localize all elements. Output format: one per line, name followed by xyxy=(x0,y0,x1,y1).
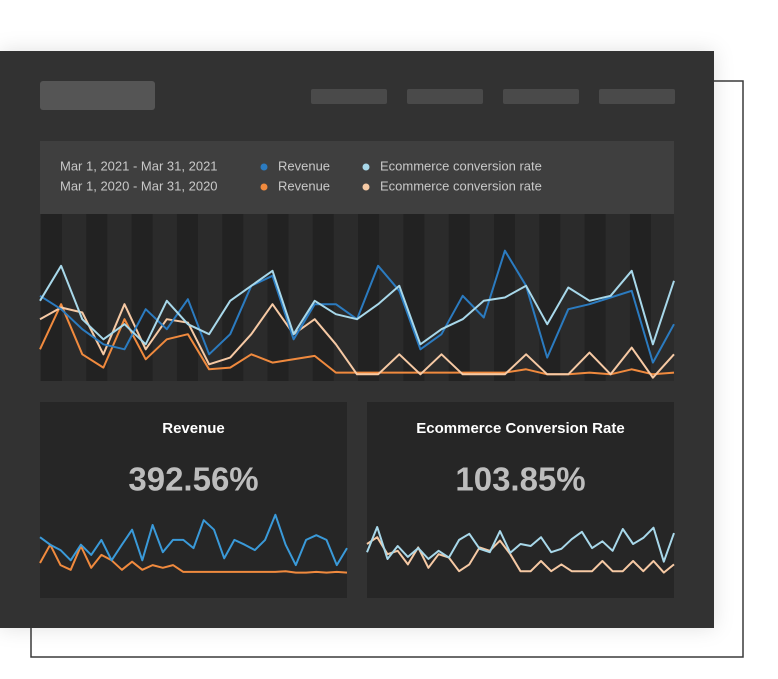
logo-placeholder xyxy=(40,81,155,110)
legend-swatch xyxy=(362,163,370,171)
series-line xyxy=(39,543,348,574)
series-line xyxy=(39,264,675,346)
nav-item[interactable] xyxy=(407,89,483,104)
chart-column xyxy=(312,214,334,381)
series-line xyxy=(39,303,675,379)
legend-label: Ecommerce conversion rate xyxy=(380,178,542,193)
nav-item[interactable] xyxy=(599,89,675,104)
legend-swatch xyxy=(362,183,370,191)
series-line xyxy=(366,526,675,563)
legend-label: Revenue xyxy=(278,158,330,173)
legend-label: Ecommerce conversion rate xyxy=(380,158,542,173)
legend-header xyxy=(40,141,674,214)
chart-column xyxy=(448,214,470,381)
nav-item[interactable] xyxy=(311,89,387,104)
legend-label: Revenue xyxy=(278,178,330,193)
conversion-card xyxy=(367,402,674,598)
chart-column xyxy=(358,214,380,381)
series-line xyxy=(39,513,348,567)
chart-column xyxy=(86,214,108,381)
nav-item[interactable] xyxy=(503,89,579,104)
legend-swatch xyxy=(260,163,268,171)
card-title: Ecommerce Conversion Rate xyxy=(416,420,624,437)
chart-column xyxy=(41,214,62,381)
chart-column xyxy=(267,214,289,381)
chart-column xyxy=(403,214,425,381)
card-kpi: 392.56% xyxy=(128,461,258,498)
chart-column xyxy=(222,214,244,381)
legend-period: Mar 1, 2020 - Mar 31, 2020 xyxy=(60,178,218,193)
legend-swatch xyxy=(260,183,268,191)
chart-column xyxy=(176,214,198,381)
card-title: Revenue xyxy=(162,420,225,437)
card-kpi: 103.85% xyxy=(455,461,585,498)
legend-period: Mar 1, 2021 - Mar 31, 2021 xyxy=(60,158,218,173)
chart-column xyxy=(584,214,606,381)
chart-column xyxy=(539,214,561,381)
